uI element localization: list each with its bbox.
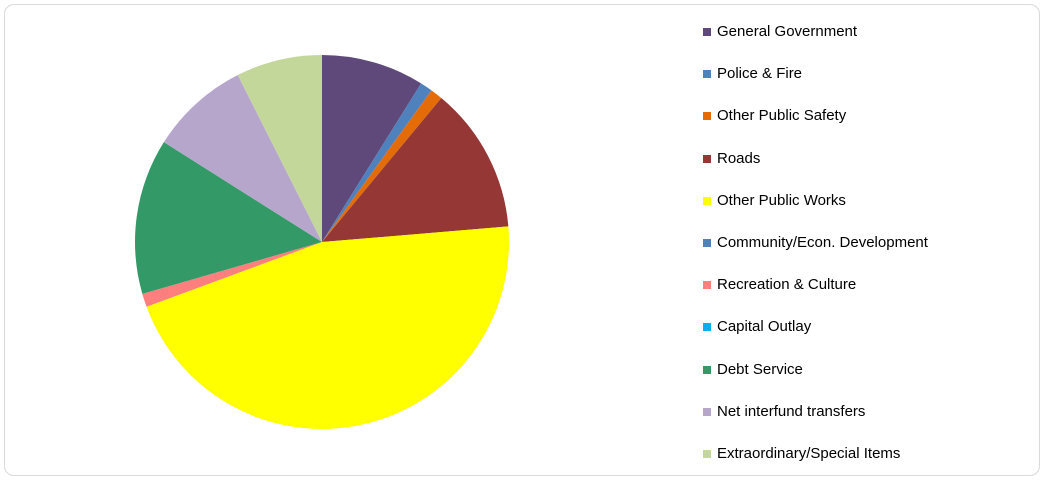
legend-swatch: [703, 281, 711, 290]
pie-slice-10: [237, 55, 322, 242]
legend-item: Debt Service: [703, 358, 1033, 400]
pie-slice-2: [322, 90, 442, 242]
legend-item: Community/Econ. Development: [703, 231, 1033, 273]
legend-label: Net interfund transfers: [717, 402, 866, 420]
legend-item: General Government: [703, 20, 1033, 62]
pie-slice-0: [322, 55, 422, 242]
legend-swatch: [703, 154, 711, 163]
pie-slice-4: [146, 226, 510, 430]
legend-label: Recreation & Culture: [717, 276, 857, 294]
legend-item: Other Public Works: [703, 189, 1033, 231]
legend-label: Community/Econ. Development: [717, 233, 928, 251]
legend-item: Other Public Safety: [703, 104, 1033, 146]
legend-label: Extraordinary/Special Items: [717, 444, 901, 462]
legend-swatch: [703, 112, 711, 121]
pie-slice-1: [322, 83, 432, 242]
pie-slice-3: [322, 98, 509, 243]
legend-item: Roads: [703, 147, 1033, 189]
legend-item: Police & Fire: [703, 62, 1033, 104]
legend-swatch: [703, 28, 711, 36]
legend-swatch: [703, 365, 711, 374]
legend-label: Police & Fire: [717, 65, 803, 83]
legend-label: General Government: [717, 23, 858, 40]
legend-swatch: [703, 407, 711, 416]
legend-swatch: [703, 323, 711, 332]
legend-label: Debt Service: [717, 360, 803, 378]
pie-slice-9: [163, 75, 322, 242]
legend-label: Capital Outlay: [717, 318, 812, 336]
legend-label: Other Public Works: [717, 191, 846, 209]
legend-swatch: [703, 196, 711, 205]
chart-legend: General Government Police & Fire Other Pub…: [703, 20, 1033, 484]
legend-swatch: [703, 449, 711, 458]
pie-slice-8: [134, 142, 322, 294]
pie-slice-6: [142, 242, 322, 307]
legend-item: Extraordinary/Special Items: [703, 442, 1033, 484]
legend-label: Roads: [717, 149, 761, 167]
legend-item: Net interfund transfers: [703, 400, 1033, 442]
legend-swatch: [703, 238, 711, 247]
legend-label: Other Public Safety: [717, 107, 847, 125]
legend-item: Capital Outlay: [703, 315, 1033, 357]
legend-swatch: [703, 70, 711, 79]
legend-item: Recreation & Culture: [703, 273, 1033, 315]
